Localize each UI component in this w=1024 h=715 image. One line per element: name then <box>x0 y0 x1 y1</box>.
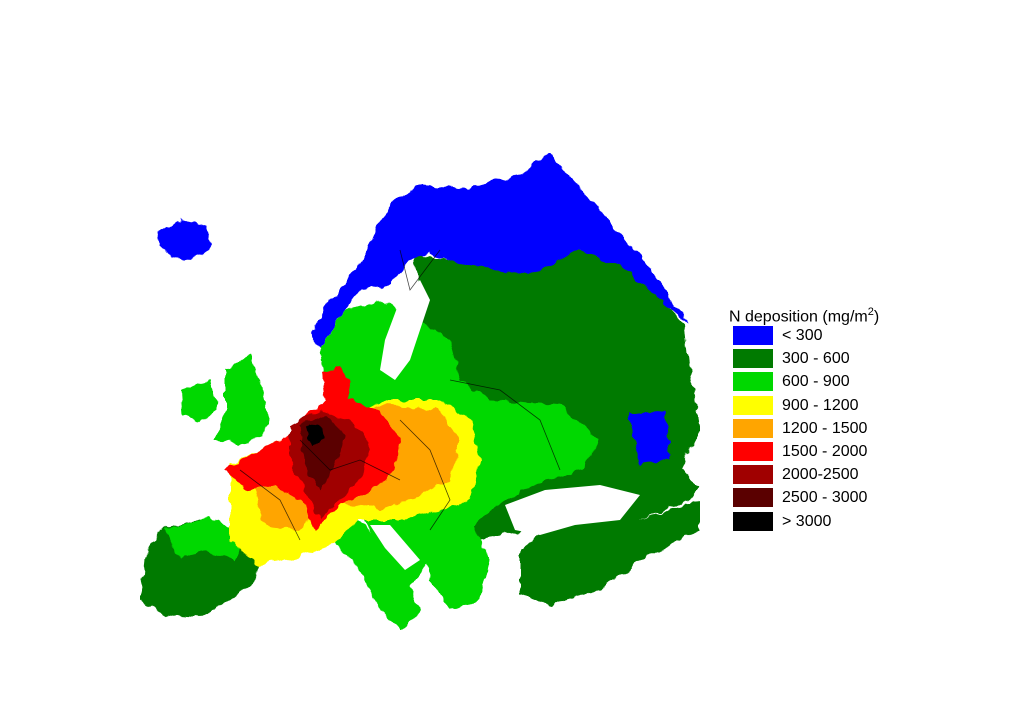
legend-swatch <box>733 441 773 461</box>
legend-swatch <box>733 372 773 392</box>
border-line <box>299 439 401 481</box>
legend-item: > 3000 <box>729 510 879 533</box>
baltic-sea <box>380 280 430 380</box>
legend-swatch <box>733 326 773 345</box>
legend-item: 300 - 600 <box>729 347 879 370</box>
zone-caspian-blue <box>628 410 670 465</box>
border-line <box>239 469 301 541</box>
legend-item: 1200 - 1500 <box>729 417 879 440</box>
legend-swatch <box>733 395 773 415</box>
zone-denmark-red <box>322 368 352 405</box>
legend-swatch <box>733 488 773 508</box>
legend-swatch <box>733 465 773 485</box>
borders <box>239 249 561 541</box>
zone-balkans-green <box>420 520 490 610</box>
black-sea <box>505 485 640 535</box>
zone-iceland-blue <box>158 220 212 258</box>
legend-item: 600 - 900 <box>729 370 879 393</box>
legend-item: 1500 - 2000 <box>729 440 879 463</box>
legend-item: 2000-2500 <box>729 463 879 486</box>
legend-item: 900 - 1200 <box>729 394 879 417</box>
border-line <box>399 249 441 291</box>
zone-italy-green <box>330 510 420 630</box>
legend-swatch <box>733 349 773 369</box>
legend-item: 2500 - 3000 <box>729 486 879 509</box>
zone-ireland-green <box>180 380 218 422</box>
deposition-zones <box>140 153 700 630</box>
legend-item: < 300 <box>729 324 879 347</box>
zone-scandinavia-blue <box>310 185 500 350</box>
legend-title: N deposition (mg/m2) <box>729 306 880 326</box>
legend-swatch <box>733 418 773 438</box>
legend: N deposition (mg/m2) < 300 300 - 600 600… <box>729 300 879 533</box>
sea-areas <box>370 280 640 570</box>
adriatic-sea <box>370 525 420 570</box>
zone-uk-green <box>215 355 270 445</box>
zone-hotspot-black <box>305 424 326 445</box>
border-line <box>399 419 451 531</box>
legend-swatch <box>733 511 773 531</box>
border-line <box>449 379 561 471</box>
zone-iberia-light-green <box>165 518 250 560</box>
